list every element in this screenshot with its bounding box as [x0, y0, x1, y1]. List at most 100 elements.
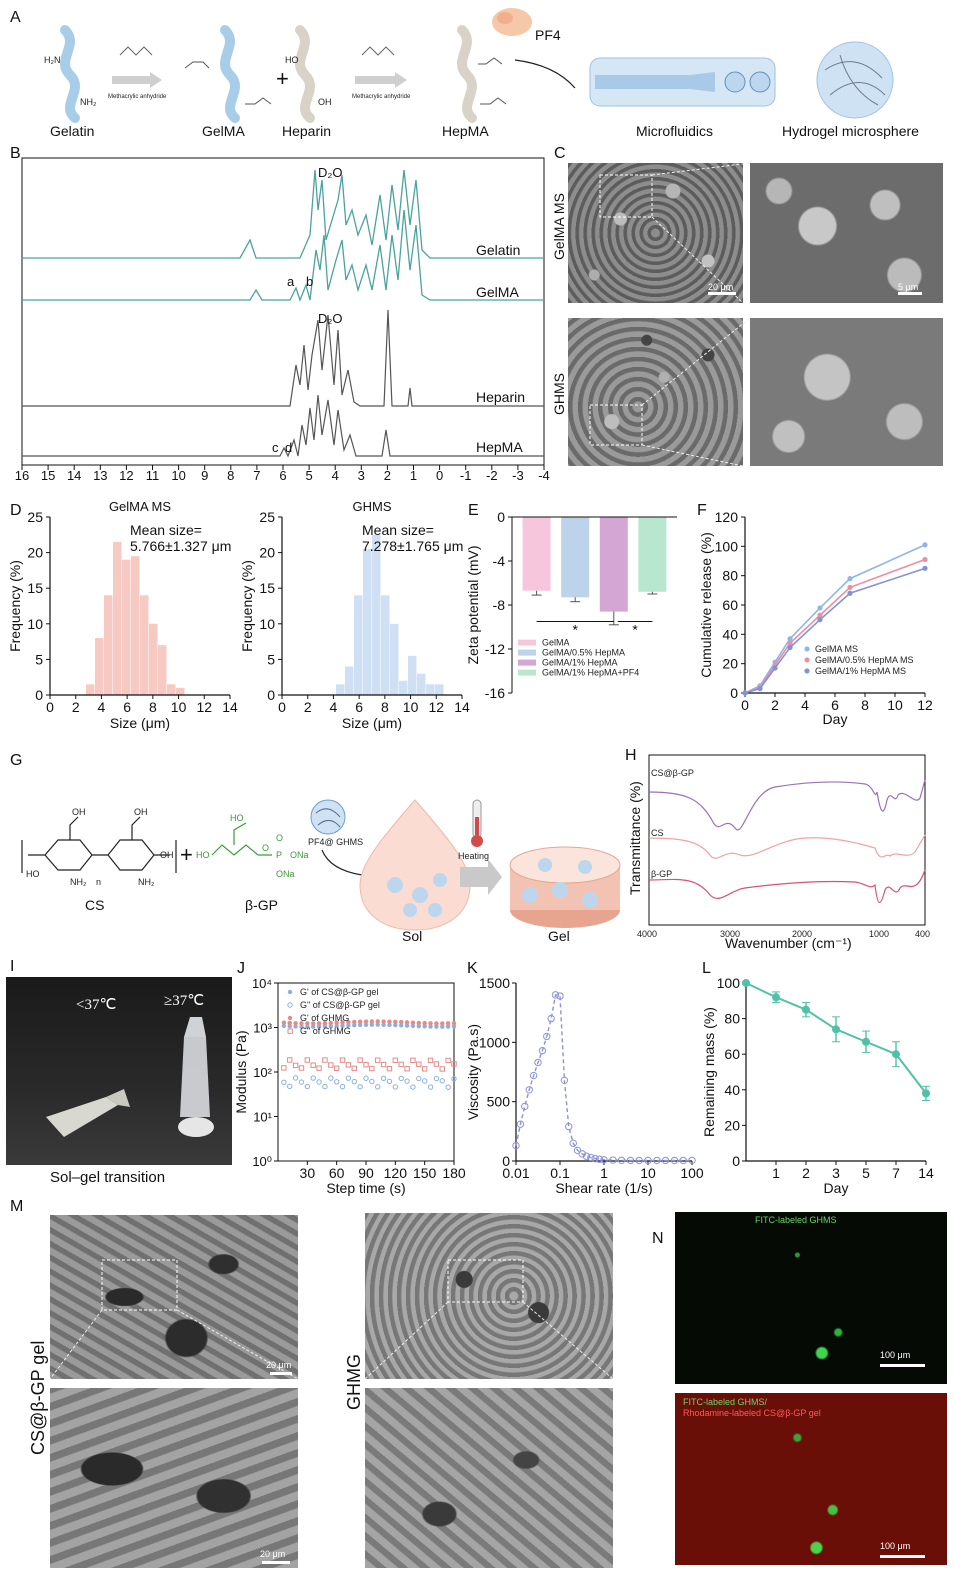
nmr-tick-label: 2: [384, 468, 391, 483]
nmr-tick-label: 11: [146, 468, 160, 483]
y-axis-label: Zeta potential (mV): [465, 545, 481, 664]
beta-gp-group-o: O: [262, 843, 269, 853]
legend-swatch: [518, 639, 536, 646]
modulus-point: [445, 1084, 451, 1090]
nmr-tick-label: 5: [305, 468, 312, 483]
legend-label: GelMA/1% HepMA: [542, 658, 618, 668]
modulus-point: [298, 1065, 305, 1071]
release-point: [817, 605, 823, 611]
modulus-point: [334, 1020, 339, 1025]
viscosity-point: [661, 1156, 670, 1165]
x-tick-label: 10: [640, 1165, 656, 1181]
modulus-point: [427, 1057, 434, 1064]
modulus-point: [305, 1024, 310, 1029]
y-axis-label: Remaining mass (%): [701, 1007, 717, 1137]
legend-marker: [287, 989, 293, 995]
modulus-point: [410, 1057, 416, 1064]
pf4-protein-icon: [492, 8, 532, 36]
nmr-tick-label: 7: [253, 468, 260, 483]
sem-row-label-ghmg: GHMG: [344, 1354, 364, 1410]
viscosity-point: [516, 1120, 525, 1128]
nmr-label-gelma: GelMA: [476, 284, 519, 300]
mass-axes: [745, 983, 926, 1162]
y-tick-label: 1500: [479, 975, 510, 991]
x-tick-label: 12: [917, 697, 933, 713]
viscosity-point: [556, 992, 564, 1000]
modulus-point: [333, 1065, 340, 1071]
pf4-arrow: [514, 59, 576, 89]
sol-gel-tube-photo: <37℃ ≥37℃: [6, 977, 232, 1165]
nmr-tick-label: 8: [227, 468, 234, 483]
modulus-point: [422, 1024, 427, 1029]
release-point: [787, 640, 793, 646]
modulus-point: [375, 1019, 380, 1024]
x-tick-label: 60: [329, 1165, 345, 1181]
modulus-point: [387, 1022, 392, 1028]
cs-group-oh-3: OH: [160, 850, 174, 860]
beta-gp-group-ona-2: ONa: [276, 869, 295, 879]
gel-label: Gel: [548, 928, 570, 944]
modulus-point: [305, 1021, 310, 1026]
panel-label-d: D: [10, 502, 22, 519]
modulus-point: [298, 1079, 305, 1085]
x-tick-label: 6: [355, 699, 363, 715]
modulus-point: [293, 1024, 298, 1029]
modulus-point: [351, 1078, 357, 1085]
y-tick-label: 15: [259, 580, 275, 596]
mass-point: [772, 993, 780, 1002]
ftir-xlabel: Wavenumber (cm⁻¹): [725, 935, 852, 951]
group-label-nh2-top: H₂N: [44, 55, 61, 65]
ftir-tick-1000: 1000: [869, 929, 889, 939]
panel-c-overlay: 20 μm 5 μm: [589, 162, 922, 467]
x-tick-label: 4: [801, 697, 809, 713]
legend-label: GelMA/0.5% HepMA: [542, 648, 625, 658]
modulus-point: [369, 1022, 375, 1027]
ftir-tick-3000: 3000: [720, 929, 740, 939]
mass-point: [742, 979, 750, 987]
y-tick-label: 0: [497, 509, 505, 525]
modulus-point: [310, 1075, 316, 1081]
panel-c: C GelMA MS GHMS 20 μm 5 μm: [548, 140, 948, 470]
histogram-bar: [408, 655, 417, 695]
x-tick-label: 0.01: [502, 1165, 529, 1181]
x-tick-label: 1: [600, 1165, 608, 1181]
beta-gp-group-ho-2: HO: [230, 813, 244, 823]
histogram-bar: [435, 684, 444, 695]
modulus-point: [304, 1057, 311, 1063]
fluorescence-ghms-image: FITC-labeled GHMS 100 μm: [675, 1212, 947, 1384]
beta-gp-group-ho-1: HO: [196, 850, 210, 860]
pf4-ghms-label: PF4@ GHMS: [308, 837, 363, 847]
temp-label-below-37: <37℃: [76, 997, 117, 1013]
x-tick-label: 0.1: [550, 1165, 570, 1181]
modulus-point: [363, 1062, 369, 1068]
release-point: [772, 665, 778, 671]
nmr-tick-label: -2: [486, 468, 498, 483]
viscosity-point: [591, 1154, 599, 1163]
release-point: [847, 576, 853, 582]
modulus-point: [410, 1084, 416, 1090]
modulus-point: [287, 1083, 293, 1090]
modulus-point: [451, 1021, 457, 1026]
modulus-point: [439, 1066, 445, 1072]
legend-label: GelMA: [542, 638, 570, 648]
panel-label-i: I: [10, 958, 14, 975]
modulus-point: [311, 1024, 316, 1029]
mass-point: [922, 1089, 930, 1098]
zeta-bar: [638, 517, 667, 592]
x-tick-label: 7: [892, 1165, 900, 1181]
modulus-point: [434, 1024, 439, 1029]
modulus-point: [287, 1057, 293, 1063]
histogram-gelma-ms: GelMA MS 0 2 4 6 8 10 12 14 0 5 10 15 20 25 Size (μm) Fr…: [7, 499, 238, 731]
modulus-point: [392, 1084, 399, 1090]
x-tick-label: 2: [771, 697, 779, 713]
x-tick-label: 150: [413, 1165, 437, 1181]
panel-l-degradation: L 1 2 3 5 7 14 0 20 40 60 80 100 Day Remaining mass (…: [701, 960, 934, 1196]
viscosity-point: [529, 1071, 538, 1080]
viscosity-line: [515, 993, 692, 1162]
modulus-point: [451, 1075, 457, 1082]
histogram-bar: [345, 666, 354, 695]
modulus-point: [381, 1022, 386, 1027]
nmr-trace-gelma: [22, 209, 544, 302]
